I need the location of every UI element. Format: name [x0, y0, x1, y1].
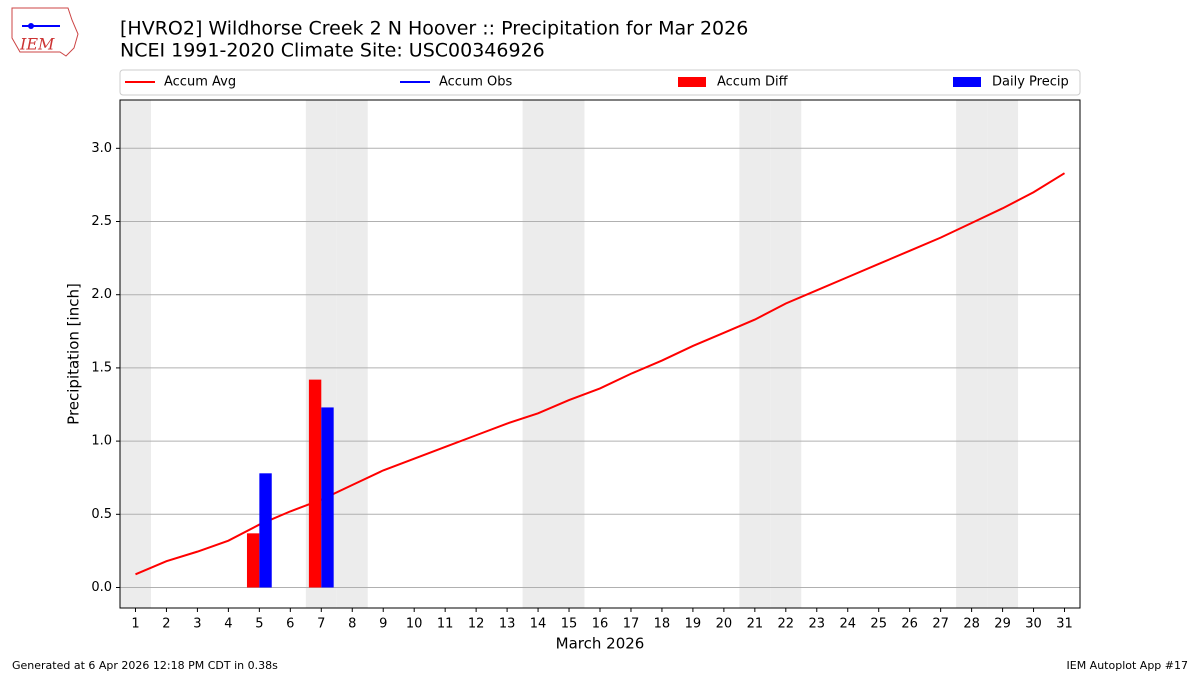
x-tick-label: 11	[437, 617, 454, 632]
x-tick-label: 16	[592, 617, 609, 632]
x-tick-label: 2	[162, 617, 170, 632]
bar	[321, 407, 334, 588]
x-tick-label: 1	[131, 617, 139, 632]
weekend-shade	[987, 100, 1019, 608]
x-tick-label: 20	[716, 617, 733, 632]
legend-label: Daily Precip	[992, 75, 1069, 90]
bar	[246, 533, 260, 588]
x-tick-label: 7	[317, 617, 325, 632]
bar	[308, 379, 322, 588]
weekend-shade	[120, 100, 151, 608]
y-tick-label: 1.5	[91, 360, 112, 375]
y-tick-label: 0.5	[91, 507, 112, 522]
weekend-shade	[553, 100, 585, 608]
y-tick-label: 1.0	[91, 434, 112, 449]
footer-left: Generated at 6 Apr 2026 12:18 PM CDT in …	[12, 659, 278, 672]
x-tick-label: 6	[286, 617, 294, 632]
x-tick-label: 31	[1056, 617, 1073, 632]
x-tick-label: 15	[561, 617, 578, 632]
logo-outline	[11, 7, 79, 57]
x-tick-label: 24	[839, 617, 856, 632]
bar	[259, 473, 272, 588]
x-tick-label: 12	[468, 617, 485, 632]
legend-label: Accum Diff	[717, 75, 789, 90]
logo-icon	[28, 23, 34, 29]
plot-frame	[119, 99, 1081, 609]
x-tick-label: 19	[685, 617, 702, 632]
weekend-shade	[956, 100, 988, 608]
x-tick-label: 27	[932, 617, 949, 632]
weekend-shade	[522, 100, 554, 608]
legend-label: Accum Obs	[439, 75, 512, 90]
weekend-shade	[770, 100, 802, 608]
x-tick-label: 18	[654, 617, 671, 632]
x-axis-label: March 2026	[556, 635, 645, 653]
legend-label: Accum Avg	[164, 75, 236, 90]
y-tick-label: 0.0	[91, 580, 112, 595]
y-axis-label: Precipitation [inch]	[65, 283, 83, 425]
x-tick-label: 29	[994, 617, 1011, 632]
x-tick-label: 21	[747, 617, 764, 632]
y-tick-label: 2.5	[91, 214, 112, 229]
x-tick-label: 3	[193, 617, 201, 632]
x-tick-label: 23	[809, 617, 826, 632]
legend-swatch	[953, 77, 981, 87]
logo-text: IEM	[19, 35, 55, 54]
chart-title: [HVRO2] Wildhorse Creek 2 N Hoover :: Pr…	[120, 18, 748, 40]
x-tick-label: 5	[255, 617, 263, 632]
weekend-shade	[739, 100, 771, 608]
y-tick-label: 3.0	[91, 141, 112, 156]
x-tick-label: 10	[406, 617, 423, 632]
x-tick-label: 30	[1025, 617, 1042, 632]
x-tick-label: 17	[623, 617, 640, 632]
x-tick-label: 13	[499, 617, 516, 632]
x-tick-label: 26	[901, 617, 918, 632]
x-tick-label: 4	[224, 617, 232, 632]
legend-box	[119, 69, 1081, 96]
x-tick-label: 9	[379, 617, 387, 632]
line	[135, 172, 1066, 576]
x-tick-label: 28	[963, 617, 980, 632]
x-tick-label: 8	[348, 617, 356, 632]
chart-subtitle: NCEI 1991-2020 Climate Site: USC00346926	[120, 40, 545, 62]
y-tick-label: 2.0	[91, 287, 112, 302]
logo: IEM	[11, 7, 79, 57]
x-tick-label: 22	[778, 617, 795, 632]
x-tick-label: 14	[530, 617, 547, 632]
legend-swatch	[678, 77, 706, 87]
footer-right: IEM Autoplot App #17	[1067, 659, 1189, 672]
plot-area	[120, 100, 1080, 608]
x-tick-label: 25	[870, 617, 887, 632]
weekend-shade	[336, 100, 368, 608]
